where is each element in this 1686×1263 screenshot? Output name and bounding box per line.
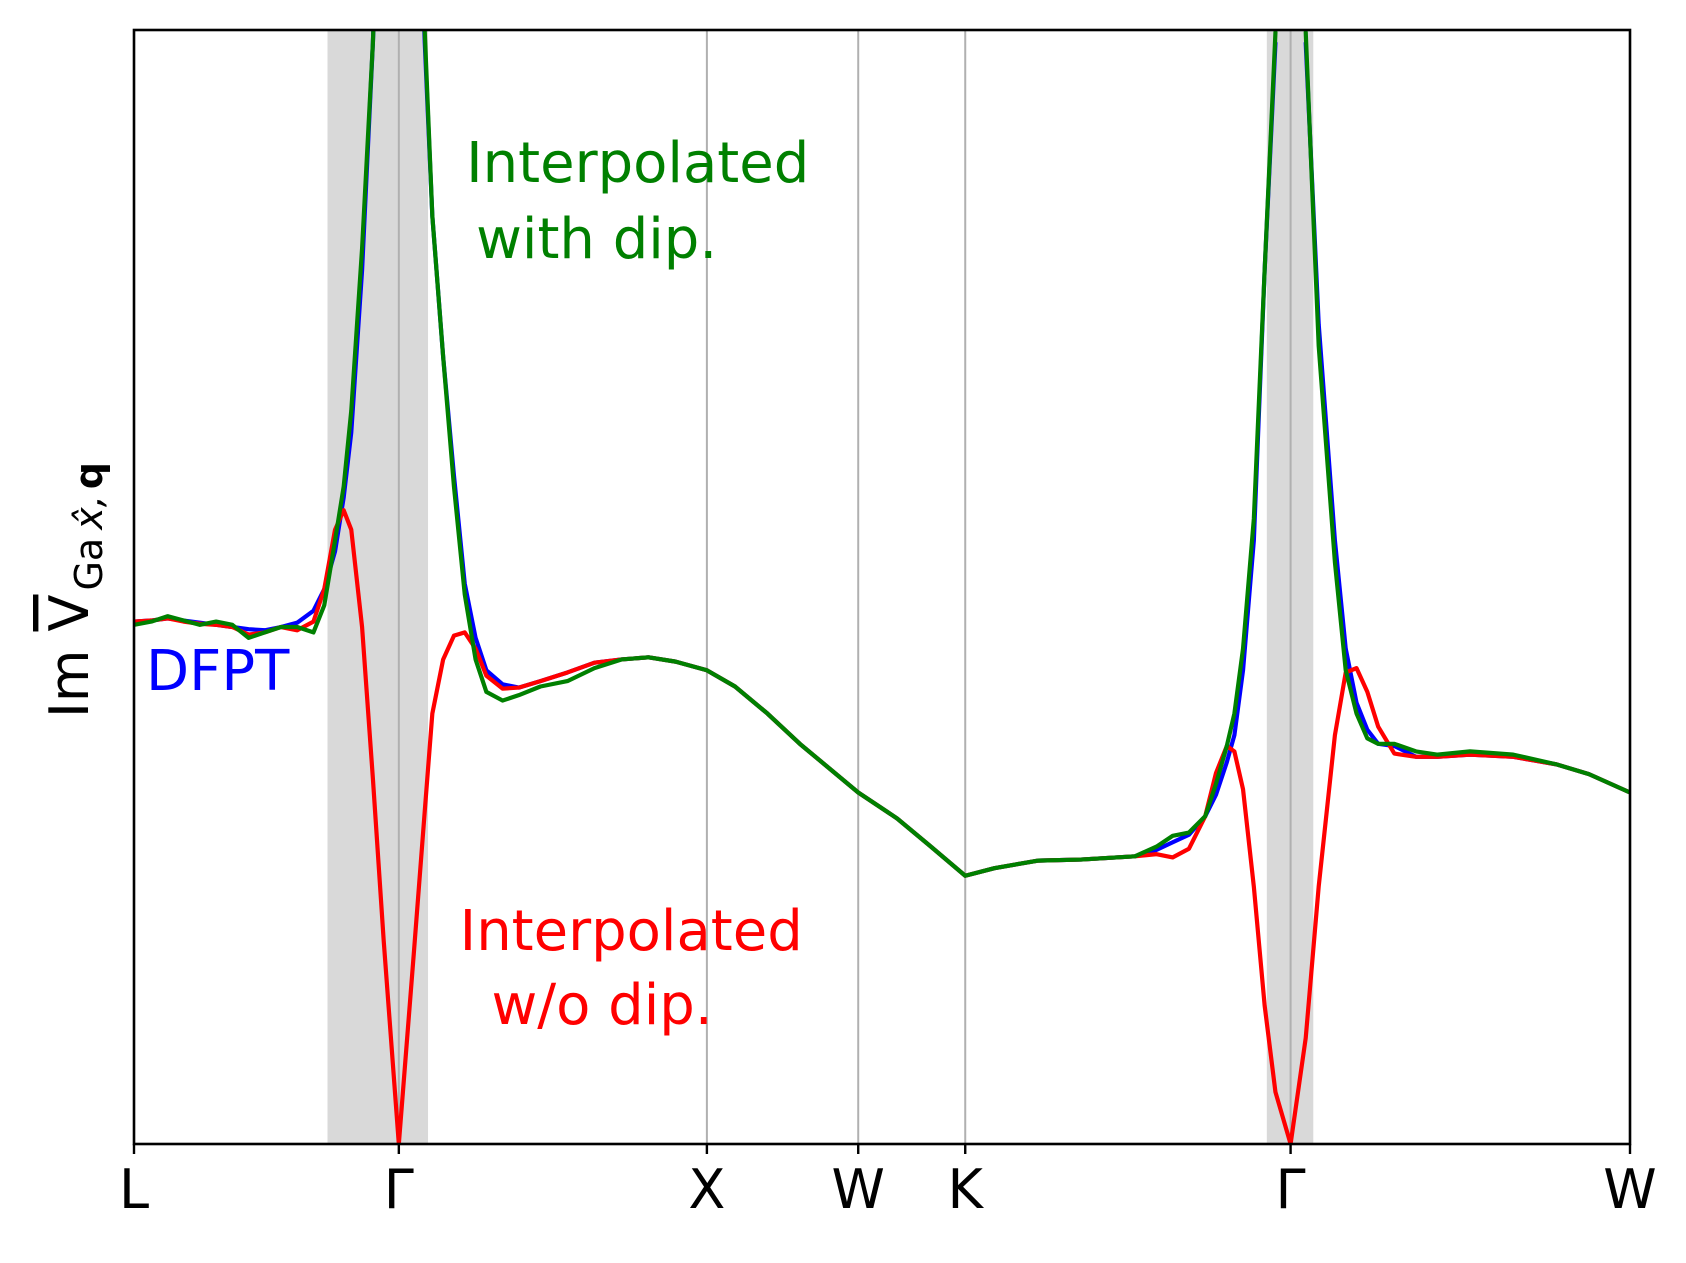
series-line <box>1303 30 1630 795</box>
x-tick-label: Γ <box>1276 1158 1306 1221</box>
x-tick-label: W <box>832 1158 885 1221</box>
series-line <box>422 30 1278 878</box>
series-label: with dip. <box>476 207 717 272</box>
y-label-symbol: V <box>38 594 101 631</box>
series-label: Interpolated <box>466 131 809 196</box>
x-tick-label: W <box>1603 1158 1656 1221</box>
x-tick-label: Γ <box>384 1158 414 1221</box>
grid-layer <box>397 30 1292 1144</box>
line-layer <box>134 30 1630 1144</box>
series-label: DFPT <box>146 639 290 704</box>
y-label-subscript: Ga <box>67 538 111 591</box>
series-label: Interpolated <box>460 899 803 964</box>
y-axis-label: Im VGa x̂, q <box>38 462 111 718</box>
y-label-subscript: q <box>67 462 111 489</box>
y-label-part: Im <box>38 649 101 718</box>
x-tick-label: X <box>688 1158 725 1221</box>
y-label-subscript: x̂, <box>67 495 111 531</box>
x-tick-label: K <box>948 1158 985 1221</box>
series-line <box>1303 40 1630 795</box>
series-line <box>134 30 376 640</box>
shade-layer <box>327 30 1314 1144</box>
series-label: w/o dip. <box>491 973 712 1038</box>
x-tick-label: L <box>119 1158 149 1221</box>
plot-frame <box>132 28 1632 1146</box>
shaded-region <box>327 30 429 1144</box>
